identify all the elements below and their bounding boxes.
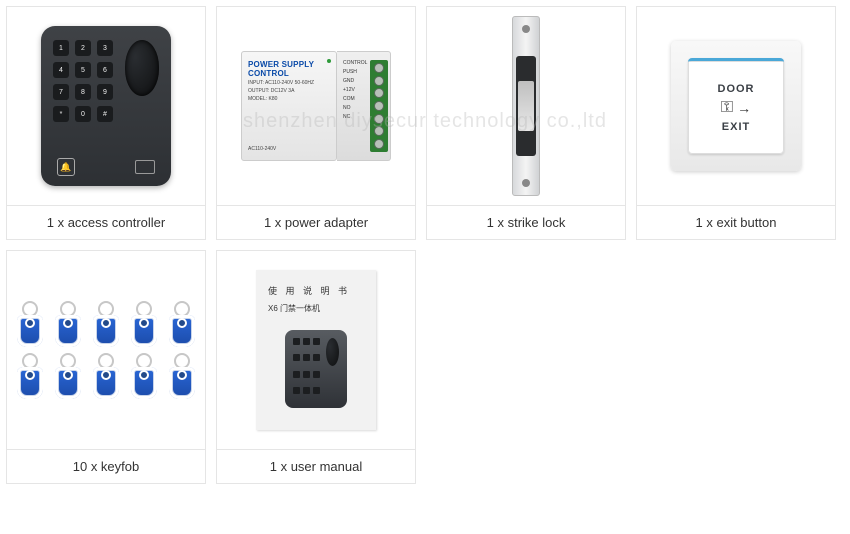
latch-icon xyxy=(518,81,534,131)
screw-icon xyxy=(374,114,384,124)
manual-illustration xyxy=(285,330,347,408)
cell-access-controller: 1 2 3 4 5 6 7 8 9 * 0 # xyxy=(6,6,206,240)
cell-user-manual: 使 用 说 明 书 X6 门禁一体机 1 x user manual xyxy=(216,250,416,484)
key: 4 xyxy=(53,62,69,78)
psu-output: OUTPUT: DC12V 3A xyxy=(248,88,330,94)
exit-button-device: DOOR ⚿ → EXIT xyxy=(671,41,801,171)
caption: 10 x keyfob xyxy=(6,450,206,484)
key: 8 xyxy=(75,84,91,100)
terminal-label: PUSH xyxy=(343,69,367,75)
caption: 1 x strike lock xyxy=(426,206,626,240)
psu-title: POWER SUPPLY CONTROL xyxy=(248,60,330,78)
rfid-icon xyxy=(135,160,155,174)
image-power-adapter: POWER SUPPLY CONTROL INPUT: AC110-240V 5… xyxy=(216,6,416,206)
key: 6 xyxy=(97,62,113,78)
doorbell-icon: 🔔 xyxy=(57,158,75,176)
image-keyfob xyxy=(6,250,206,450)
screw-icon xyxy=(374,63,384,73)
cell-power-adapter: POWER SUPPLY CONTROL INPUT: AC110-240V 5… xyxy=(216,6,416,240)
screw-icon xyxy=(374,76,384,86)
image-access-controller: 1 2 3 4 5 6 7 8 9 * 0 # xyxy=(6,6,206,206)
image-exit-button: DOOR ⚿ → EXIT xyxy=(636,6,836,206)
strike-slot xyxy=(516,56,536,156)
product-grid: 1 2 3 4 5 6 7 8 9 * 0 # xyxy=(6,6,844,484)
manual-subtitle: X6 门禁一体机 xyxy=(268,303,364,314)
terminal-block: CONTROL PUSH GND +12V COM NO NC xyxy=(337,51,391,161)
key: 9 xyxy=(97,84,113,100)
screw-icon xyxy=(374,139,384,149)
caption: 1 x power adapter xyxy=(216,206,416,240)
caption: 1 x exit button xyxy=(636,206,836,240)
strike-lock-device xyxy=(512,16,540,196)
user-manual-booklet: 使 用 说 明 书 X6 门禁一体机 xyxy=(256,270,376,430)
keyfob-icon xyxy=(128,353,160,399)
key: * xyxy=(53,106,69,122)
cell-exit-button: DOOR ⚿ → EXIT 1 x exit button xyxy=(636,6,836,240)
keypad: 1 2 3 4 5 6 7 8 9 * 0 # xyxy=(53,40,113,122)
cell-strike-lock: 1 x strike lock xyxy=(426,6,626,240)
keyfob-icon xyxy=(90,301,122,347)
cell-keyfob: 10 x keyfob xyxy=(6,250,206,484)
fingerprint-sensor-icon xyxy=(125,40,159,96)
key: 2 xyxy=(75,40,91,56)
exit-label-top: DOOR xyxy=(718,83,755,95)
terminal-label: CONTROL xyxy=(343,60,367,66)
terminal-label: NC xyxy=(343,114,367,120)
screw-icon xyxy=(374,88,384,98)
screw-icon xyxy=(374,126,384,136)
caption: 1 x access controller xyxy=(6,206,206,240)
key-icon: ⚿ xyxy=(721,99,733,117)
terminal-label: +12V xyxy=(343,87,367,93)
manual-title: 使 用 说 明 书 xyxy=(268,284,364,297)
keyfob-icon xyxy=(14,301,46,347)
key: 1 xyxy=(53,40,69,56)
access-controller-device: 1 2 3 4 5 6 7 8 9 * 0 # xyxy=(41,26,171,186)
image-user-manual: 使 用 说 明 书 X6 门禁一体机 xyxy=(216,250,416,450)
psu-input: INPUT: AC110-240V 50-60HZ xyxy=(248,80,330,86)
arrow-right-icon: → xyxy=(737,100,751,116)
mount-hole-icon xyxy=(522,179,530,187)
power-supply-device: POWER SUPPLY CONTROL INPUT: AC110-240V 5… xyxy=(241,51,391,161)
caption: 1 x user manual xyxy=(216,450,416,484)
image-strike-lock xyxy=(426,6,626,206)
keyfob-icon xyxy=(52,301,84,347)
keyfob-icon xyxy=(166,301,198,347)
terminal-label: NO xyxy=(343,105,367,111)
keyfob-icon xyxy=(90,353,122,399)
terminal-label: COM xyxy=(343,96,367,102)
keyfob-icon xyxy=(52,353,84,399)
keyfob-icon xyxy=(14,353,46,399)
key: 5 xyxy=(75,62,91,78)
terminal-label: GND xyxy=(343,78,367,84)
psu-model: MODEL: K80 xyxy=(248,96,330,102)
psu-range: AC110-240V xyxy=(248,146,330,152)
exit-label-bottom: EXIT xyxy=(722,121,750,133)
key: 0 xyxy=(75,106,91,122)
mount-hole-icon xyxy=(522,25,530,33)
power-led-icon xyxy=(327,59,331,63)
keyfob-icon xyxy=(128,301,160,347)
keyfob-set xyxy=(14,301,198,399)
key: 3 xyxy=(97,40,113,56)
screw-icon xyxy=(374,101,384,111)
keyfob-icon xyxy=(166,353,198,399)
key: 7 xyxy=(53,84,69,100)
key: # xyxy=(97,106,113,122)
